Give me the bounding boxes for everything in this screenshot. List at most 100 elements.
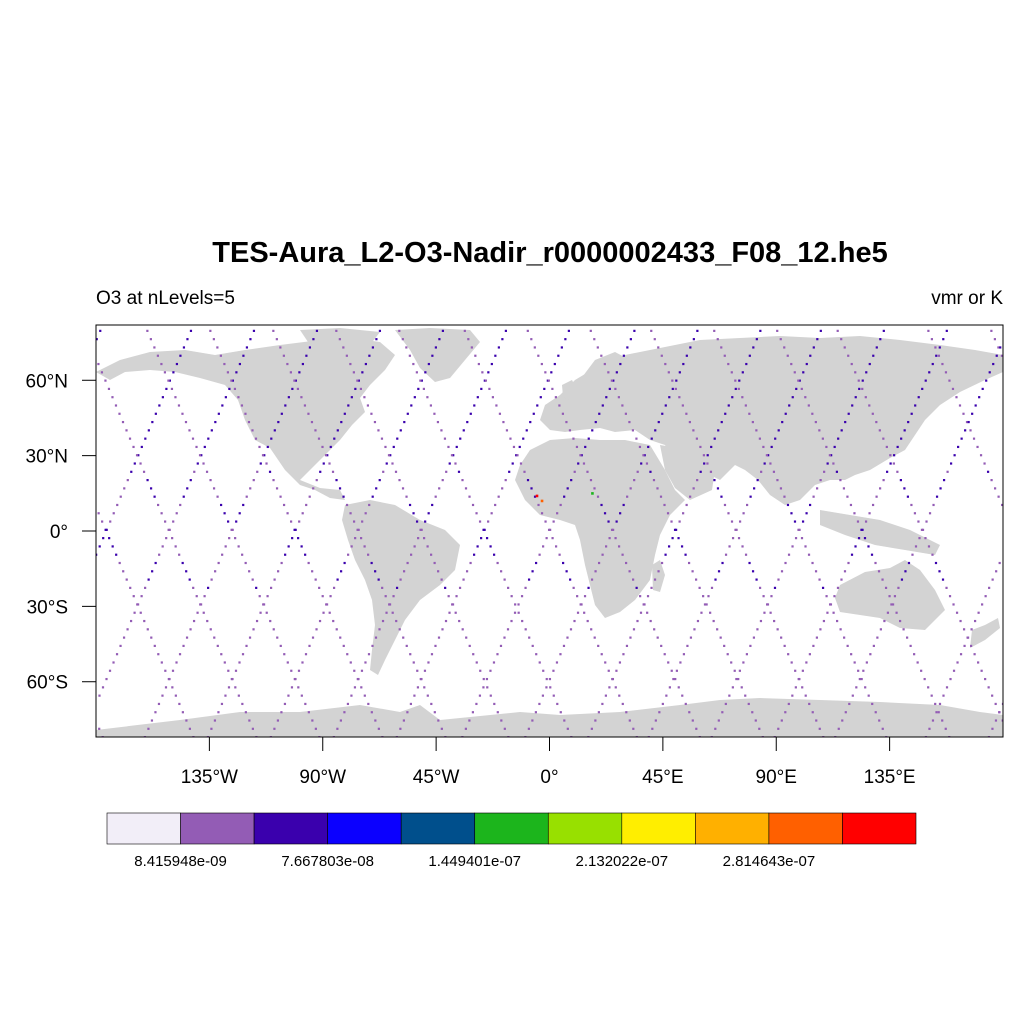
data-point: [723, 354, 726, 357]
data-point: [368, 354, 371, 357]
data-point: [935, 354, 938, 357]
data-point: [465, 636, 468, 639]
data-point: [958, 404, 962, 407]
data-point: [833, 445, 836, 449]
data-point: [545, 686, 548, 689]
data-point: [851, 404, 854, 407]
data-point: [297, 669, 301, 672]
data-point: [937, 711, 940, 714]
data-point: [660, 354, 663, 357]
data-point: [765, 454, 768, 457]
data-point: [822, 619, 826, 623]
data-point: [925, 520, 928, 523]
data-point: [808, 653, 811, 656]
data-point: [731, 686, 734, 689]
data-point: [706, 462, 709, 465]
data-point: [532, 412, 535, 415]
data-point: [684, 702, 687, 706]
data-point: [594, 420, 597, 424]
data-point: [734, 387, 737, 391]
data-point: [917, 396, 920, 399]
data-point: [506, 628, 510, 631]
data-point: [696, 329, 699, 332]
data-point: [997, 495, 1000, 498]
data-point: [551, 537, 554, 540]
data-point: [994, 702, 997, 706]
data-point: [786, 503, 790, 507]
data-point: [867, 545, 870, 548]
data-point: [332, 586, 336, 589]
data-point: [441, 329, 445, 332]
data-point: [476, 396, 479, 399]
data-point: [367, 553, 370, 556]
data-point: [564, 338, 567, 341]
data-point: [699, 470, 702, 473]
data-point: [321, 595, 324, 598]
data-point: [927, 686, 930, 689]
data-point: [654, 429, 657, 432]
data-point: [272, 628, 275, 631]
data-point: [661, 412, 664, 415]
data-point: [352, 371, 355, 374]
data-point: [314, 578, 317, 581]
data-point: [793, 371, 796, 374]
data-point: [970, 628, 973, 631]
data-point: [547, 528, 551, 531]
data-point: [802, 371, 805, 374]
data-point: [347, 404, 350, 407]
data-point: [703, 462, 706, 465]
data-point: [223, 661, 226, 664]
data-point: [431, 503, 434, 507]
data-point: [417, 537, 420, 540]
data-point: [216, 644, 219, 648]
data-point: [550, 371, 553, 374]
data-point: [672, 677, 675, 681]
data-point: [356, 528, 359, 531]
data-point: [480, 537, 483, 540]
data-point: [489, 545, 492, 548]
data-point: [172, 520, 175, 523]
data-point: [734, 379, 737, 382]
data-point: [753, 487, 756, 490]
colorbar-swatch: [400, 812, 476, 845]
data-point: [692, 487, 695, 490]
data-point: [213, 636, 216, 639]
data-point: [244, 561, 247, 565]
data-point: [651, 727, 654, 730]
data-point: [812, 346, 815, 349]
data-point: [812, 644, 815, 648]
data-point: [685, 412, 688, 415]
data-point: [614, 537, 617, 540]
data-point: [248, 570, 251, 573]
data-point: [311, 719, 314, 722]
data-point: [345, 354, 348, 357]
data-point: [895, 611, 898, 614]
data-point: [594, 570, 597, 573]
data-point: [991, 578, 994, 581]
data-point: [463, 329, 466, 332]
data-point: [308, 644, 311, 648]
data-point: [282, 354, 285, 357]
data-point: [763, 462, 766, 465]
data-point: [865, 371, 868, 374]
data-point: [352, 520, 356, 523]
data-point: [1001, 503, 1003, 507]
data-point: [520, 595, 524, 598]
data-point: [475, 512, 478, 515]
data-point: [615, 669, 618, 672]
data-point: [783, 495, 786, 498]
data-point: [849, 503, 853, 507]
data-point: [234, 669, 238, 672]
data-point: [277, 570, 280, 573]
data-point: [191, 437, 195, 440]
data-point: [758, 437, 761, 440]
land-madagascar: [652, 560, 665, 592]
data-point: [735, 677, 738, 681]
data-point: [203, 445, 206, 449]
data-point: [633, 479, 636, 482]
data-point: [798, 379, 801, 382]
data-point: [681, 694, 684, 697]
data-point: [840, 578, 843, 581]
data-point: [661, 702, 664, 706]
